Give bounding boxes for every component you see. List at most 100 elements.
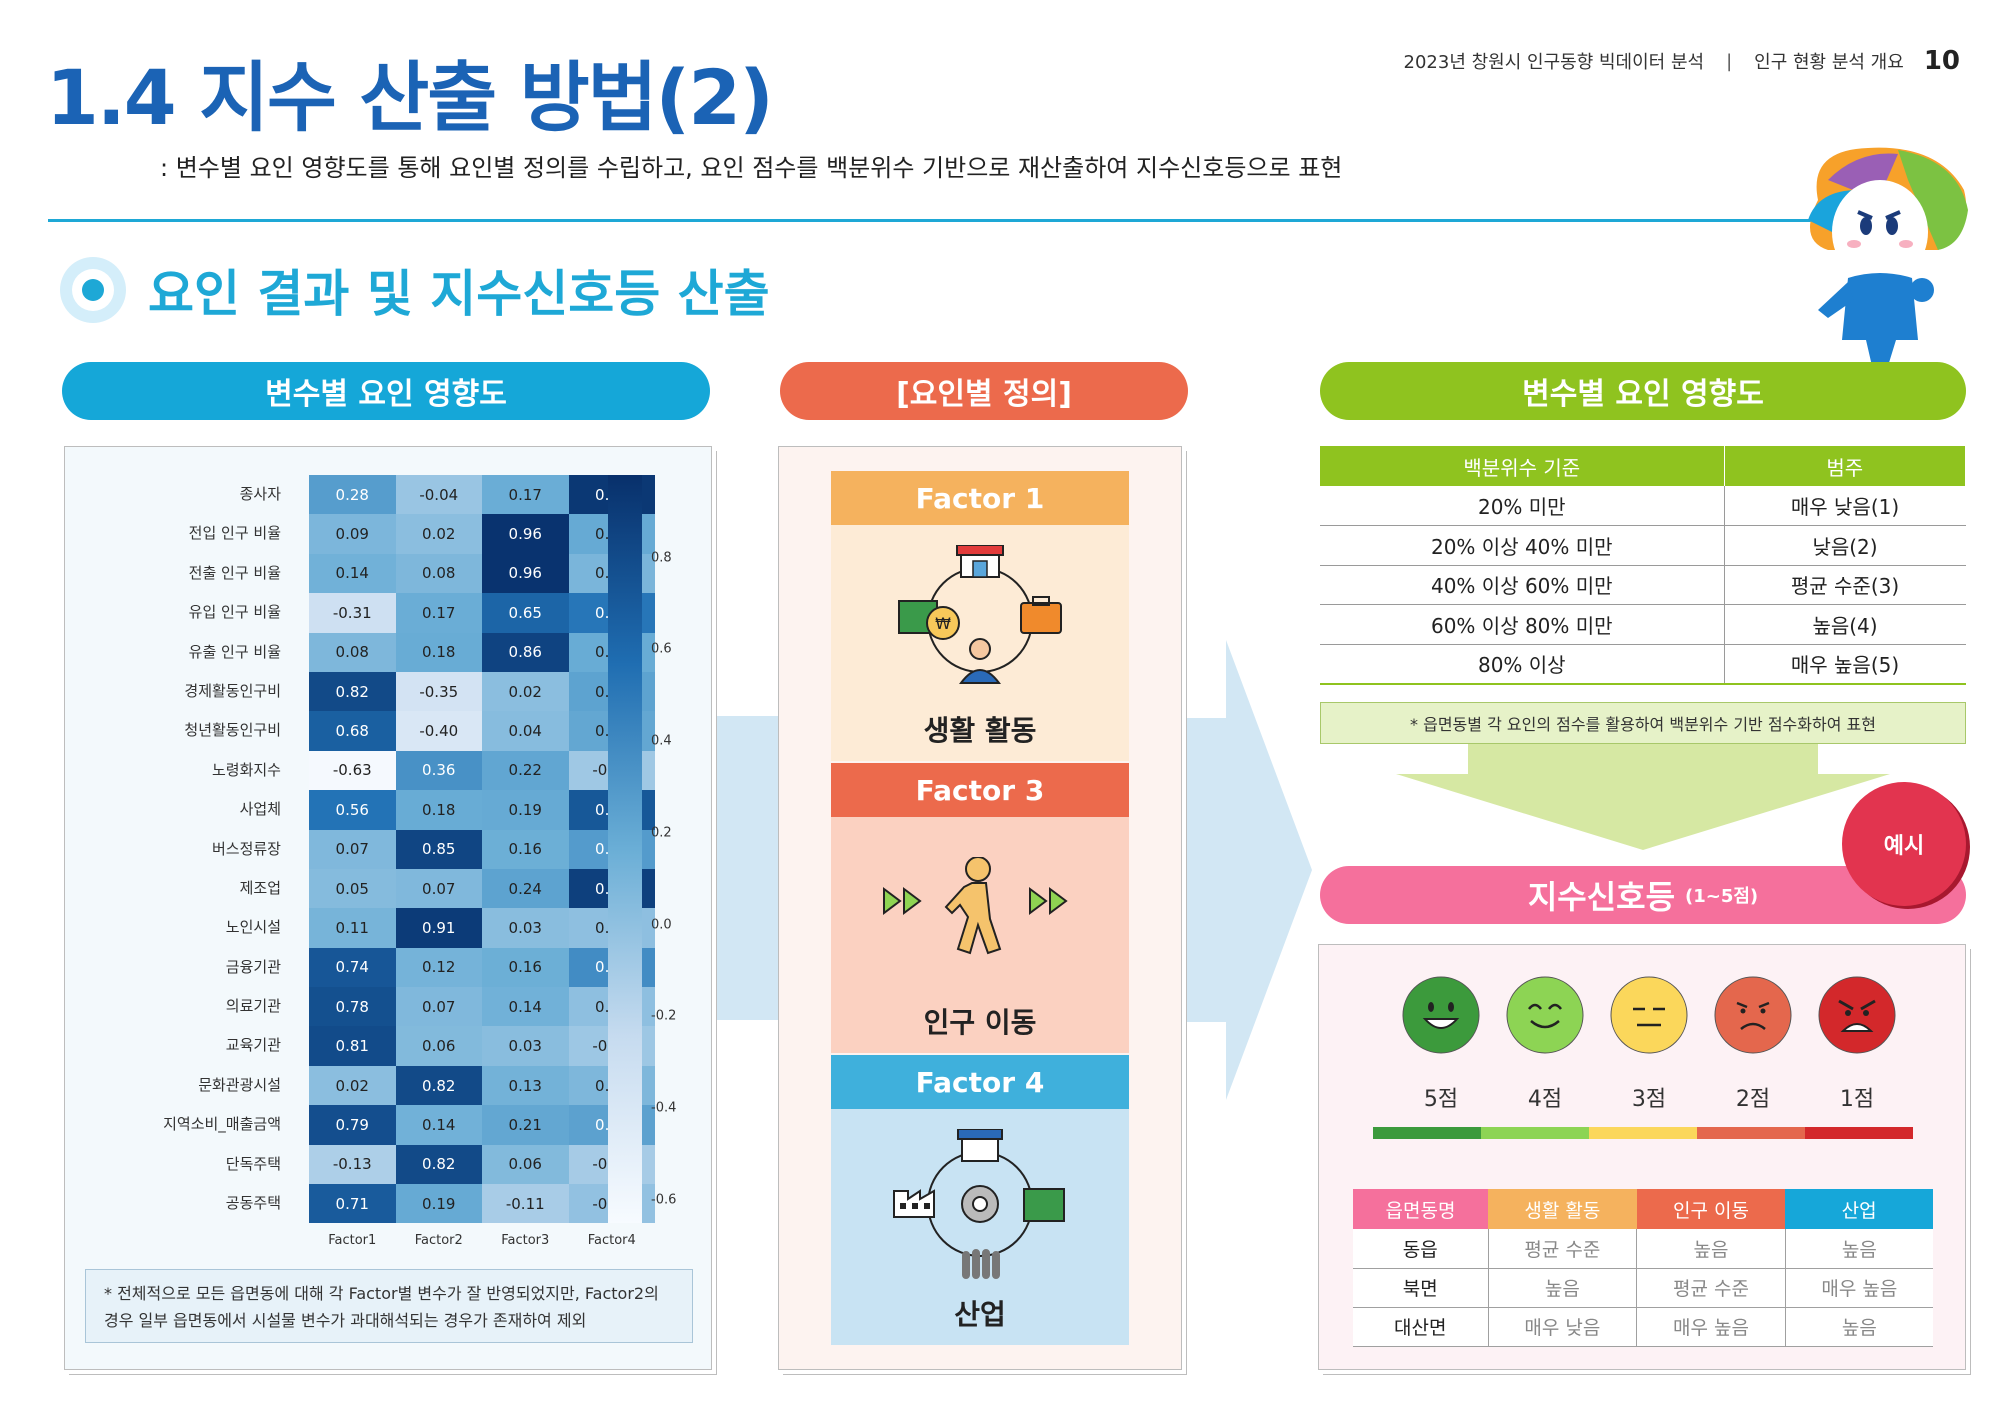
- category-cell: 평균 수준(3): [1724, 565, 1966, 606]
- heatmap-cell: 0.17: [395, 593, 482, 633]
- category-cell: 매우 높음(5): [1724, 644, 1966, 685]
- signal-panel: 5점 4점 3점 2점 1점 읍면동명 생활 활동 인구 이동 산업 동읍 평균 수준 높음 높음 북…: [1318, 944, 1966, 1370]
- percentile-header: 백분위수 기준: [1320, 446, 1725, 486]
- header-meta: 2023년 창원시 인구동향 빅데이터 분석 | 인구 현황 분석 개요 10: [1404, 46, 1960, 76]
- heatmap-row: -0.630.360.22-0.07: [309, 750, 655, 791]
- face-score: 5점: [1423, 1087, 1459, 1112]
- factor-body: ₩ 생활 활동: [831, 525, 1129, 761]
- percentile-cell: 80% 이상: [1320, 644, 1725, 685]
- heatmap-cell: -0.04: [395, 475, 482, 515]
- table-row: 80% 이상 매우 높음(5): [1320, 644, 1966, 685]
- heatmap-cell: -0.35: [395, 671, 482, 712]
- region-column-header: 읍면동명: [1353, 1189, 1489, 1229]
- heatmap-row: 0.780.070.140.01: [309, 987, 655, 1027]
- heatmap-cell: 0.05: [309, 868, 396, 909]
- heatmap-cell: 0.07: [395, 987, 482, 1027]
- colorbar-tick-label: -0.4: [651, 1100, 677, 1116]
- region-level-cell: 높음: [1785, 1307, 1933, 1347]
- heatmap-note: * 전체적으로 모든 읍면동에 대해 각 Factor별 변수가 잘 반영되었지…: [85, 1269, 693, 1343]
- heatmap-cell: -0.13: [309, 1144, 396, 1185]
- heatmap-row: 0.28-0.040.170.93: [309, 475, 655, 515]
- heatmap-cell: 0.56: [309, 790, 396, 830]
- heatmap-cell: 0.16: [482, 947, 569, 988]
- factor-definition-panel: Factor 1 ₩ 생활 활동 Factor 3: [778, 446, 1182, 1370]
- heatmap-grid: 0.28-0.040.170.930.090.020.960.190.140.0…: [309, 475, 655, 1224]
- industry-icon: [893, 1129, 1065, 1279]
- heatmap-colorbar: [608, 475, 642, 1223]
- signal-faces: 5점 4점 3점 2점 1점: [1389, 975, 1909, 1113]
- heatmap-cell: 0.17: [482, 475, 569, 515]
- svg-text:₩: ₩: [935, 614, 951, 633]
- heatmap-cell: 0.14: [395, 1105, 482, 1145]
- category-cell: 낮음(2): [1724, 525, 1966, 566]
- factor-card-4: Factor 4 산업: [831, 1055, 1129, 1345]
- region-name-cell: 동읍: [1353, 1229, 1489, 1269]
- category-header: 범주: [1724, 446, 1967, 486]
- population-movement-icon: [883, 857, 1068, 955]
- heatmap-column-label: Factor1: [328, 1233, 377, 1248]
- arrow-down-icon: [1396, 744, 1890, 850]
- factor-label: 산업: [954, 1298, 1006, 1331]
- color-bar-segment: [1481, 1127, 1589, 1139]
- heatmap-cell: 0.06: [395, 1026, 482, 1066]
- heatmap-row: -0.130.820.06-0.10: [309, 1144, 655, 1185]
- region-level-cell: 평균 수준: [1636, 1268, 1786, 1308]
- heatmap-cell: 0.02: [482, 671, 569, 712]
- heatmap-row: 0.020.820.130.08: [309, 1065, 655, 1106]
- factor-card-1: Factor 1 ₩ 생활 활동: [831, 471, 1129, 761]
- heatmap-cell: 0.19: [395, 1184, 482, 1224]
- heatmap-cell: 0.82: [395, 1065, 482, 1106]
- heatmap-cell: 0.16: [482, 829, 569, 869]
- heatmap-cell: 0.14: [309, 553, 396, 594]
- factor-label: 생활 활동: [923, 714, 1037, 747]
- region-table-header: 읍면동명 생활 활동 인구 이동 산업: [1353, 1189, 1933, 1229]
- factor-body: 산업: [831, 1109, 1129, 1345]
- signal-face-item: 2점: [1701, 975, 1805, 1113]
- heatmap-row: 0.080.180.860.18: [309, 632, 655, 672]
- left-panel-title: 변수별 요인 영향도: [62, 362, 710, 420]
- heatmap-cell: 0.74: [309, 947, 396, 988]
- page-number: 10: [1923, 46, 1960, 76]
- right-panel-title: 변수별 요인 영향도: [1320, 362, 1966, 420]
- color-bar-segment: [1805, 1127, 1913, 1139]
- heatmap-row-label: 의료기관: [225, 997, 281, 1016]
- face-icon: [1402, 976, 1480, 1054]
- page-subtitle: : 변수별 요인 영향도를 통해 요인별 정의를 수립하고, 요인 점수를 백분…: [160, 154, 1343, 182]
- heatmap-row-label: 전입 인구 비율: [188, 524, 281, 543]
- region-level-cell: 높음: [1785, 1229, 1933, 1269]
- heatmap-cell: 0.04: [482, 711, 569, 751]
- factor-loading-panel: 종사자 전입 인구 비율 전출 인구 비율 유입 인구 비율 유출 인구 비율 경제활동인…: [64, 446, 712, 1370]
- category-cell: 높음(4): [1724, 604, 1966, 645]
- factor-card-3: Factor 3 인구 이동: [831, 763, 1129, 1053]
- heatmap-cell: 0.08: [395, 553, 482, 594]
- color-bar-segment: [1373, 1127, 1481, 1139]
- heatmap-cell: 0.91: [395, 908, 482, 948]
- face-score: 1점: [1839, 1087, 1875, 1112]
- table-row: 20% 이상 40% 미만 낮음(2): [1320, 525, 1966, 566]
- region-level-cell: 평균 수준: [1488, 1229, 1638, 1269]
- heatmap-cell: 0.06: [482, 1144, 569, 1185]
- table-row: 60% 이상 80% 미만 높음(4): [1320, 604, 1966, 645]
- heatmap-cell: 0.21: [482, 1105, 569, 1145]
- table-row: 20% 미만 매우 낮음(1): [1320, 486, 1966, 527]
- heatmap-cell: 0.82: [309, 671, 396, 712]
- heatmap-row: 0.070.850.160.29: [309, 829, 655, 869]
- mid-panel-title: [요인별 정의]: [780, 362, 1188, 420]
- signal-face-item: 3점: [1597, 975, 1701, 1113]
- heatmap-row: 0.140.080.960.10: [309, 553, 655, 594]
- section-heading-text: 요인 결과 및 지수신호등 산출: [148, 265, 770, 323]
- heatmap-row: -0.310.170.650.54: [309, 593, 655, 633]
- signal-face-item: 1점: [1805, 975, 1909, 1113]
- daily-life-icon: ₩: [898, 545, 1062, 684]
- heatmap-cell: 0.22: [482, 750, 569, 791]
- face-icon: [1610, 976, 1688, 1054]
- heatmap-cell: 0.28: [309, 475, 396, 515]
- heatmap-cell: 0.79: [309, 1105, 396, 1145]
- region-level-cell: 매우 높음: [1636, 1307, 1786, 1347]
- category-cell: 매우 낮음(1): [1724, 486, 1966, 527]
- table-row: 동읍 평균 수준 높음 높음: [1353, 1229, 1933, 1269]
- heatmap-row: 0.82-0.350.020.24: [309, 671, 655, 712]
- heatmap-cell: 0.03: [482, 908, 569, 948]
- heatmap-cell: 0.12: [395, 947, 482, 988]
- header-divider: [48, 219, 1812, 222]
